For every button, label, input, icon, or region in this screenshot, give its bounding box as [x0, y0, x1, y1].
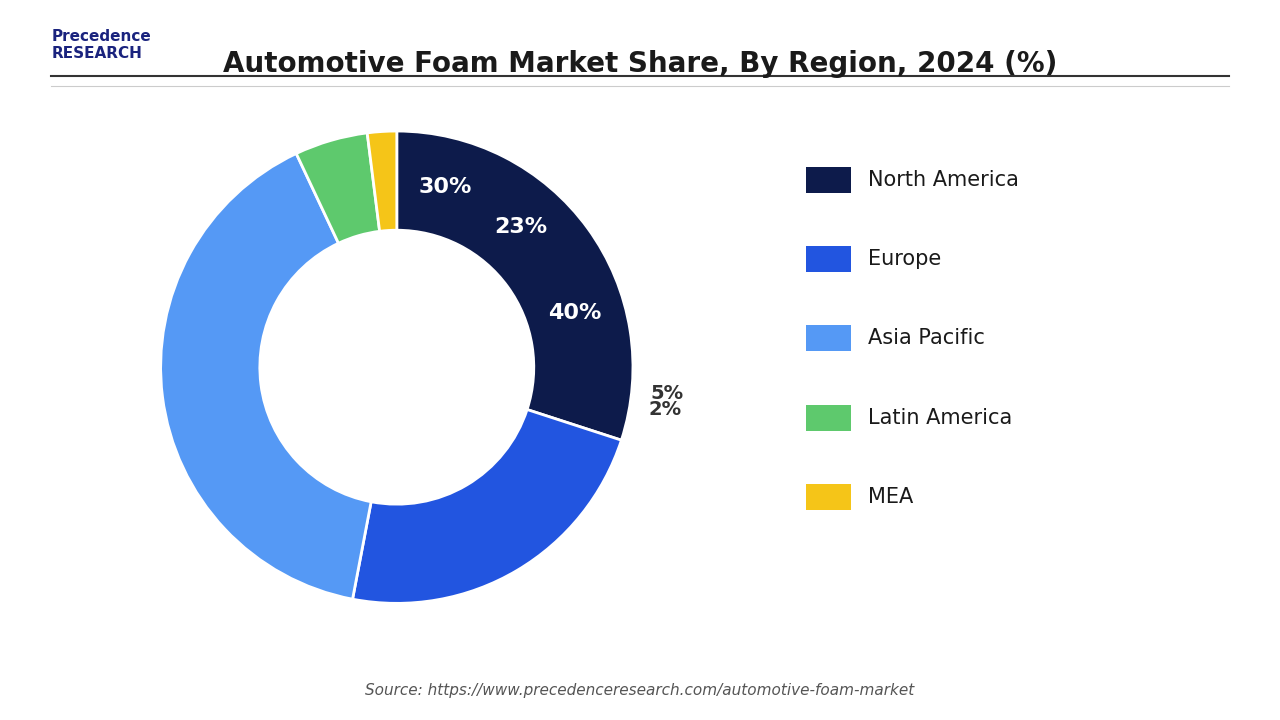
Text: 30%: 30%	[419, 177, 472, 197]
Text: 2%: 2%	[649, 400, 682, 419]
Wedge shape	[352, 410, 621, 603]
Text: Source: https://www.precedenceresearch.com/automotive-foam-market: Source: https://www.precedenceresearch.c…	[365, 683, 915, 698]
Text: 40%: 40%	[549, 302, 602, 323]
Text: MEA: MEA	[868, 487, 913, 507]
Wedge shape	[161, 153, 371, 599]
Text: Europe: Europe	[868, 249, 941, 269]
Text: Latin America: Latin America	[868, 408, 1012, 428]
Wedge shape	[397, 131, 632, 440]
Text: North America: North America	[868, 170, 1019, 190]
Text: Automotive Foam Market Share, By Region, 2024 (%): Automotive Foam Market Share, By Region,…	[223, 50, 1057, 78]
Wedge shape	[296, 133, 380, 243]
Text: 5%: 5%	[650, 384, 684, 402]
Text: Asia Pacific: Asia Pacific	[868, 328, 984, 348]
Wedge shape	[367, 131, 397, 231]
Text: 23%: 23%	[494, 217, 547, 238]
Text: Precedence
RESEARCH: Precedence RESEARCH	[51, 29, 151, 61]
